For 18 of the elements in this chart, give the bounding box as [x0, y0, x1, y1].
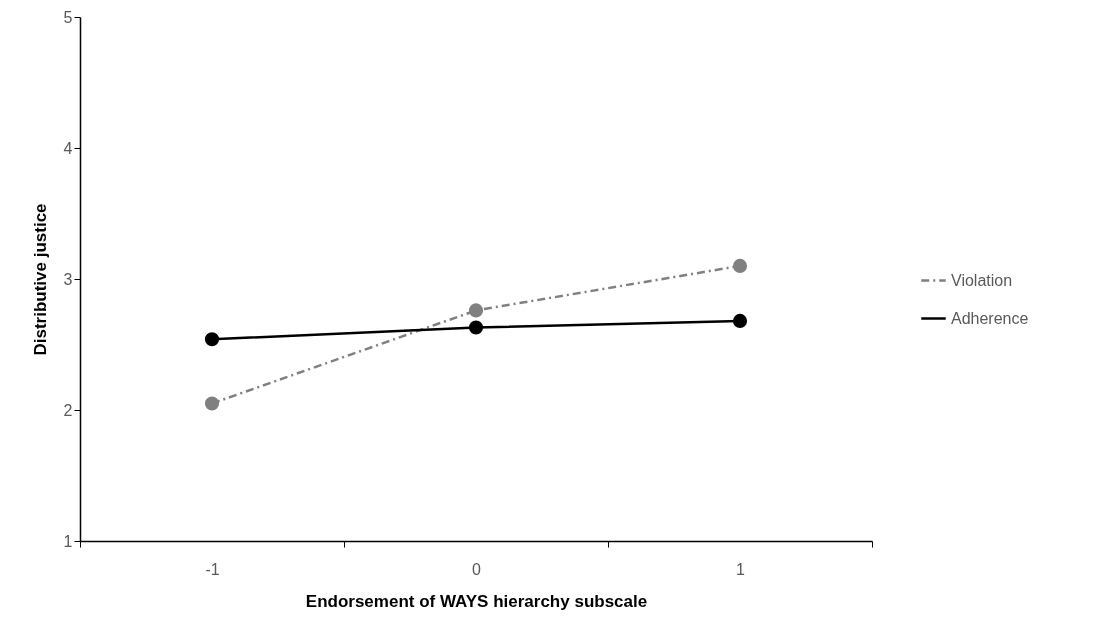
legend-label: Adherence: [951, 309, 1029, 327]
point: [732, 258, 748, 273]
point: [468, 320, 484, 335]
y-tick-label: 5: [63, 8, 73, 26]
x-tick-label: 0: [472, 560, 482, 578]
y-tick-label: 4: [63, 139, 73, 157]
legend-label: Violation: [951, 271, 1013, 289]
point: [732, 313, 748, 328]
point: [468, 303, 484, 318]
point: [204, 396, 220, 411]
x-tick-label: -1: [205, 560, 220, 578]
x-axis-title: Endorsement of WAYS hierarchy subscale: [305, 591, 648, 611]
y-tick-label: 1: [63, 532, 73, 550]
y-axis-title: Distributive justice: [30, 203, 50, 356]
y-tick-label: 2: [63, 401, 73, 419]
y-tick-label: 3: [63, 270, 73, 288]
x-tick-label: 1: [736, 560, 746, 578]
point: [204, 332, 220, 347]
